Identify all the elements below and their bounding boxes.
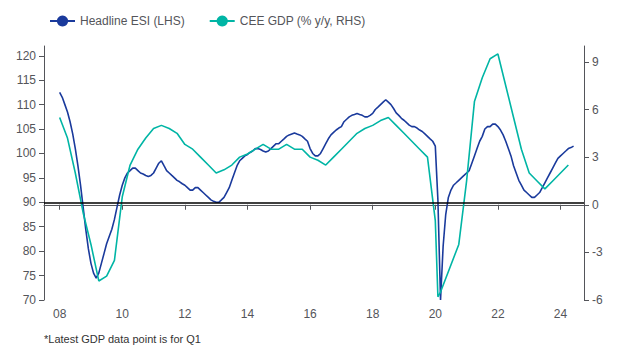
svg-text:110: 110 [17, 98, 36, 112]
svg-text:90: 90 [23, 195, 37, 209]
svg-text:24: 24 [554, 307, 568, 321]
svg-text:3: 3 [592, 150, 599, 164]
svg-text:95: 95 [23, 171, 37, 185]
svg-text:10: 10 [116, 307, 130, 321]
svg-text:0: 0 [592, 198, 599, 212]
svg-text:-6: -6 [592, 293, 603, 307]
svg-text:9: 9 [592, 55, 599, 69]
svg-text:*Latest GDP data point is for: *Latest GDP data point is for Q1 [44, 333, 201, 345]
svg-text:20: 20 [429, 307, 443, 321]
svg-text:115: 115 [17, 73, 36, 87]
svg-text:16: 16 [303, 307, 317, 321]
svg-text:80: 80 [23, 244, 37, 258]
svg-text:70: 70 [23, 293, 37, 307]
svg-text:6: 6 [592, 103, 599, 117]
svg-text:85: 85 [23, 220, 37, 234]
svg-text:75: 75 [23, 269, 37, 283]
svg-text:12: 12 [178, 307, 192, 321]
svg-text:14: 14 [241, 307, 255, 321]
svg-text:100: 100 [16, 146, 36, 160]
svg-text:120: 120 [16, 49, 36, 63]
svg-text:18: 18 [366, 307, 380, 321]
svg-text:08: 08 [53, 307, 67, 321]
svg-text:22: 22 [491, 307, 505, 321]
svg-text:CEE GDP (% y/y, RHS): CEE GDP (% y/y, RHS) [240, 14, 366, 28]
svg-text:105: 105 [16, 122, 36, 136]
svg-text:Headline ESI (LHS): Headline ESI (LHS) [80, 14, 185, 28]
svg-text:-3: -3 [592, 245, 603, 259]
